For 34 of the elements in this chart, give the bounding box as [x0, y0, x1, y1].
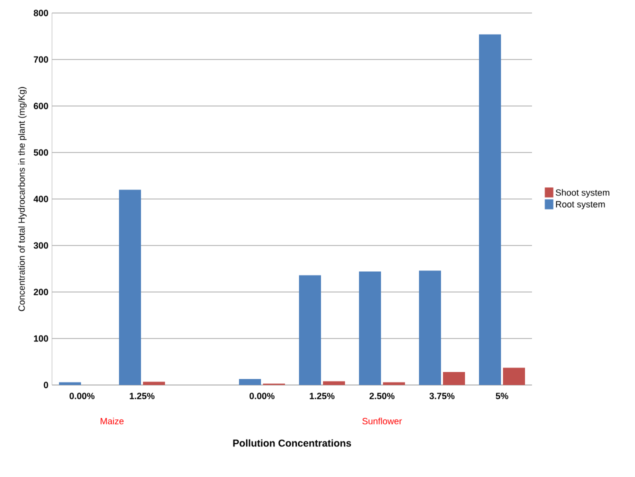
bar — [358, 272, 381, 385]
bar — [479, 34, 501, 385]
y-tick-label: 300 — [34, 242, 48, 249]
y-tick-label: 800 — [34, 10, 48, 16]
bar — [383, 382, 405, 385]
bar — [323, 381, 345, 385]
y-tick-label: 0 — [44, 382, 48, 388]
x-tick-label: 0.00% — [70, 392, 95, 400]
y-tick-label: 600 — [34, 102, 48, 110]
x-axis-title: Pollution Concentrations — [233, 439, 352, 447]
bar — [299, 275, 321, 385]
y-tick-label: 400 — [34, 196, 48, 202]
bar — [143, 382, 165, 385]
y-tick-label: 200 — [34, 288, 48, 296]
bar — [59, 382, 81, 385]
y-tick-label: 500 — [34, 149, 48, 156]
bar — [119, 190, 141, 385]
bar — [239, 378, 261, 385]
x-tick-label: 1.25% — [310, 392, 335, 400]
x-tick-label: 1.25% — [130, 392, 155, 400]
x-tick-label: 2.50% — [370, 392, 395, 400]
bar — [418, 270, 441, 385]
legend-label: Shoot system — [556, 189, 610, 198]
y-tick-label: 100 — [34, 335, 48, 342]
y-tick-label: 700 — [34, 56, 48, 63]
legend-label: Root system — [556, 201, 605, 210]
x-tick-label: 0.00% — [250, 392, 275, 400]
text: Maize — [100, 418, 124, 424]
y-axis-title: Concentration of total Hydrocarbons in the plant (mg/Kg) — [18, 87, 27, 312]
bar — [442, 372, 465, 385]
text: Sunflower — [362, 418, 402, 424]
x-tick-label: 5% — [496, 392, 508, 400]
bar — [503, 368, 525, 385]
x-tick-label: 3.75% — [429, 392, 455, 400]
